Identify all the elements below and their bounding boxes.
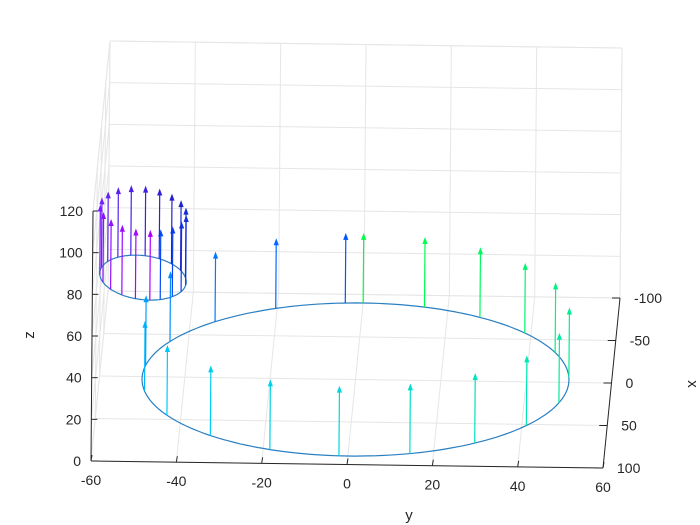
z-tick-label: 80	[67, 286, 83, 302]
quiver-arrow	[522, 262, 528, 333]
grid-line	[92, 82, 111, 253]
y-tick-mark	[175, 456, 178, 463]
grid-line	[91, 207, 110, 378]
z-tick-label: 20	[66, 411, 82, 427]
grid-line	[108, 207, 621, 216]
quiver-arrow	[477, 247, 484, 318]
quiver-arrow	[128, 185, 134, 256]
y-tick-mark	[261, 457, 264, 464]
quiver-arrow	[108, 218, 114, 290]
grid-layer	[90, 40, 623, 469]
y-tick-mark	[431, 459, 434, 466]
grid-line	[95, 418, 608, 426]
quiver-arrow	[472, 372, 478, 444]
grid-line	[108, 248, 621, 257]
quiver-arrow	[143, 295, 149, 366]
quiver-arrow	[143, 185, 149, 256]
tick-layer: -60 -40 -20 0 20 40 60 -100 -50 0 50 100 0 20 40 60 80 10…	[59, 203, 662, 495]
quiver-arrow	[422, 236, 428, 308]
quiver-arrow	[99, 197, 105, 268]
z-axis-label: z	[21, 331, 38, 339]
quiver-arrow	[524, 355, 530, 426]
quiver-arrow	[343, 232, 349, 304]
y-tick-label: -60	[81, 472, 101, 488]
quiver-arrow	[183, 207, 189, 278]
box-edge	[92, 40, 111, 212]
y-axis-label: y	[405, 507, 413, 524]
quiver-arrow	[178, 200, 184, 271]
y-tick-label: 60	[595, 479, 611, 495]
quiver-arrow	[164, 345, 171, 416]
grid-line	[109, 82, 622, 91]
quiver-arrow	[133, 228, 139, 299]
x-tick-label: -100	[634, 290, 662, 306]
stem-layer	[97, 185, 573, 456]
box-edge	[619, 47, 623, 299]
quiver-arrow	[105, 191, 111, 262]
quiver-arrow	[97, 204, 103, 275]
x-tick-label: 50	[621, 418, 637, 434]
z-tick-label: 40	[66, 370, 82, 386]
y-tick-mark	[90, 454, 93, 462]
quiver-arrow	[407, 383, 413, 454]
quiver-arrow	[179, 221, 185, 292]
quiver-arrow	[267, 379, 273, 450]
x-tick-label: 100	[617, 460, 641, 476]
box-edge	[109, 40, 623, 49]
y-tick-mark	[602, 461, 605, 469]
quiver-arrow	[142, 320, 148, 391]
quiver-arrow	[566, 307, 573, 378]
quiver-arrow	[273, 238, 279, 309]
x-tick-label: 0	[626, 375, 634, 391]
axis-layer	[90, 210, 621, 469]
z-tick-label: 0	[73, 453, 81, 469]
grid-line	[108, 165, 622, 174]
curve-loop-2	[99, 254, 187, 301]
quiver-arrow	[115, 187, 121, 258]
y-tick-label: 40	[510, 478, 526, 494]
quiver-arrow	[169, 193, 175, 264]
x-tick-label: -50	[630, 333, 650, 349]
grid-line	[109, 123, 622, 132]
quiver-arrow	[556, 332, 563, 403]
grid-line	[90, 249, 109, 420]
quiver-arrow	[167, 271, 174, 342]
y-tick-mark	[346, 458, 349, 465]
quiver-arrow	[208, 365, 214, 436]
quiver-arrow	[553, 282, 559, 353]
y-tick-label: -20	[252, 474, 272, 490]
quiver-arrow	[100, 212, 107, 283]
y-tick-label: 20	[425, 477, 441, 493]
y-tick-mark	[517, 460, 520, 467]
x-axis-label: x	[684, 380, 700, 388]
grid-line	[90, 290, 109, 462]
y-tick-label: -40	[166, 473, 186, 489]
z-tick-label: 100	[59, 245, 83, 261]
grid-line	[107, 290, 621, 299]
quiver-arrow	[119, 224, 125, 295]
z-tick-label: 120	[60, 203, 84, 219]
grid-line	[103, 333, 616, 341]
y-tick-label: 0	[343, 476, 351, 492]
quiver-arrow	[212, 251, 219, 322]
quiver-arrow	[157, 188, 163, 259]
quiver-arrow	[361, 232, 367, 304]
quiver-arrow	[147, 229, 153, 301]
curve-loop-1	[141, 302, 570, 457]
quiver-arrow	[336, 385, 343, 456]
z-tick-label: 60	[66, 328, 82, 344]
